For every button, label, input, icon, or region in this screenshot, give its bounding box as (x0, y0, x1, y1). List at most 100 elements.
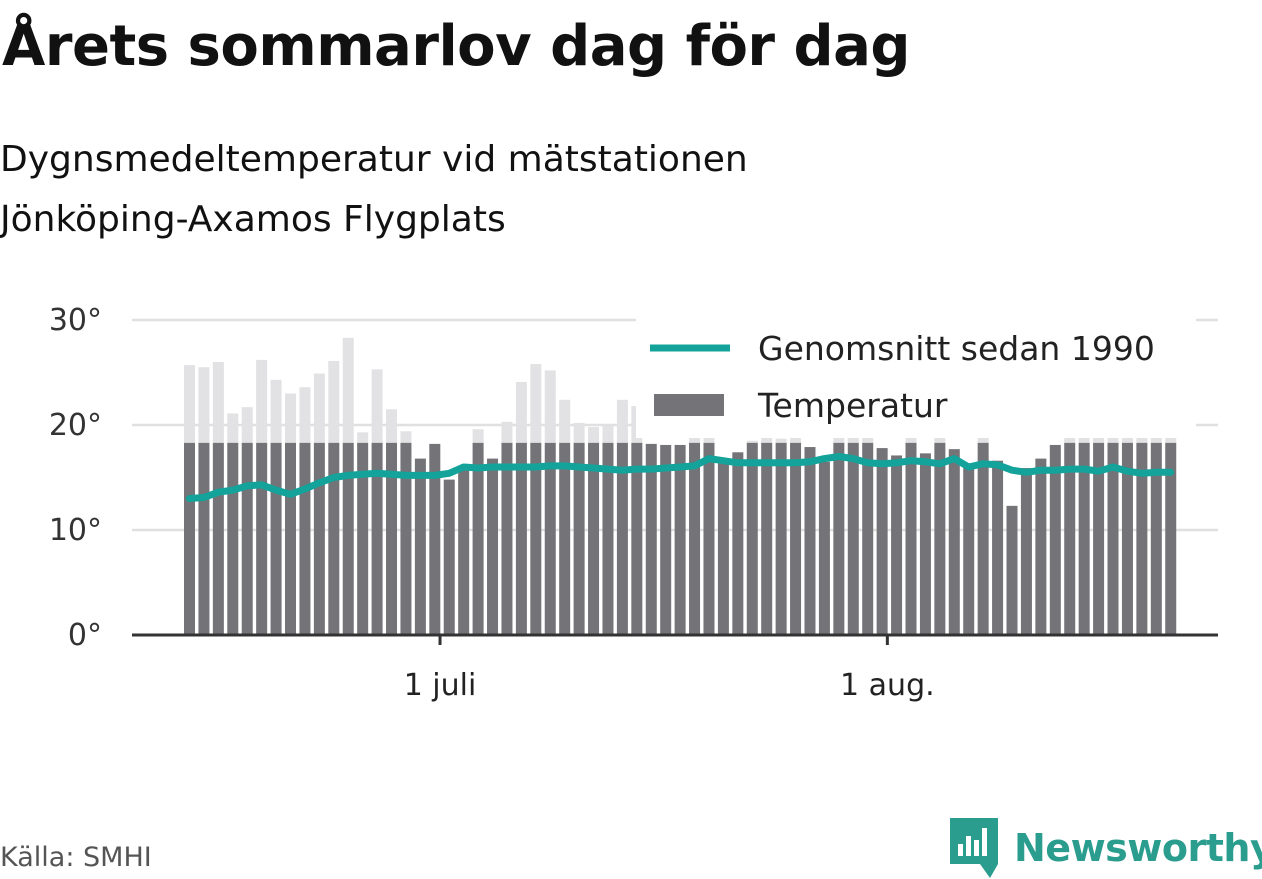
temperature-bar (761, 442, 773, 635)
temperature-bar-excess (616, 399, 628, 443)
temperature-bar-excess (256, 359, 268, 443)
temperature-bar (717, 459, 729, 635)
temperature-bar (212, 442, 224, 635)
temperature-bar-excess (227, 413, 239, 443)
temperature-bar (414, 458, 426, 635)
legend-average-label: Genomsnitt sedan 1990 (758, 329, 1155, 368)
temperature-bar-excess (285, 393, 297, 443)
temperature-bar (357, 442, 369, 635)
legend: Genomsnitt sedan 1990 Temperatur (636, 318, 1196, 438)
temperature-bar-excess (515, 381, 527, 443)
temperature-bar (227, 442, 239, 635)
temperature-bar (775, 442, 787, 635)
temperature-bar (732, 452, 744, 635)
temperature-bar-excess (501, 421, 513, 443)
temperature-bar (515, 442, 527, 635)
temperature-bar (256, 442, 268, 635)
temperature-bar (948, 449, 960, 635)
temperature-bar (847, 442, 859, 635)
chart-subtitle: Dygnsmedeltemperatur vid mätstationen Jö… (0, 130, 1100, 250)
temperature-bar (862, 442, 874, 635)
temperature-bar (285, 442, 297, 635)
temperature-bar-excess (357, 432, 369, 443)
temperature-bar (905, 442, 917, 635)
source-note: Källa: SMHI (0, 842, 152, 873)
temperature-bar-excess (472, 429, 484, 443)
temperature-chart: 0° 10° 20° 30° 1 juli 1 aug. Genomsnitt sedan… (49, 303, 1218, 703)
temperature-bar (429, 443, 441, 635)
temperature-bar (458, 465, 470, 635)
temperature-bar (746, 442, 758, 635)
y-tick-label: 0° (68, 618, 102, 653)
subtitle-line-1: Dygnsmedeltemperatur vid mätstationen (0, 139, 748, 180)
temperature-bar-excess (689, 437, 701, 443)
temperature-bar (992, 460, 1004, 635)
temperature-bar (241, 442, 253, 635)
temperature-bar (703, 442, 715, 635)
subtitle-line-2: Jönköping-Axamos Flygplats (0, 199, 506, 240)
temperature-bar (804, 447, 816, 635)
temperature-bar (963, 463, 975, 635)
temperature-bar (919, 453, 931, 635)
temperature-bar-excess (386, 409, 398, 443)
temperature-bar-excess (371, 369, 383, 443)
temperature-bar (1020, 468, 1032, 635)
temperature-bar (977, 442, 989, 635)
temperature-bar (645, 443, 657, 635)
temperature-bar-excess (212, 362, 224, 443)
temperature-bar (616, 442, 628, 635)
axis-layer: 0° 10° 20° 30° 1 juli 1 aug. (49, 303, 1218, 703)
legend-temperature-label: Temperatur (757, 386, 948, 425)
temperature-bar (1064, 442, 1076, 635)
temperature-bar-excess (198, 367, 210, 443)
temperature-bar (530, 442, 542, 635)
temperature-bar (198, 442, 210, 635)
temperature-bar (934, 442, 946, 635)
temperature-bar-excess (602, 426, 614, 443)
temperature-bar (631, 442, 643, 635)
temperature-bar (602, 442, 614, 635)
y-tick-label: 10° (49, 513, 102, 548)
temperature-bar (818, 461, 830, 635)
temperature-bar-excess (588, 427, 600, 443)
brand-name: Newsworthy (1014, 826, 1262, 870)
temperature-bar (313, 442, 325, 635)
temperature-bar-excess (544, 370, 556, 443)
temperature-bar (487, 458, 499, 635)
temperature-bar (1150, 442, 1162, 635)
temperature-bar (443, 479, 455, 635)
chart-title: Årets sommarlov dag för dag (2, 14, 910, 79)
temperature-bar (1136, 442, 1148, 635)
temperature-bar-excess (530, 364, 542, 443)
temperature-bar-excess (342, 337, 354, 443)
temperature-bar (472, 442, 484, 635)
temperature-bar (1093, 442, 1105, 635)
brand-logo: Newsworthy (950, 818, 1262, 878)
temperature-bar-excess (559, 399, 571, 443)
temperature-bar (689, 442, 701, 635)
temperature-bar (1121, 442, 1133, 635)
x-tick-label: 1 aug. (840, 668, 935, 703)
temperature-bar (270, 442, 282, 635)
temperature-bar (342, 442, 354, 635)
x-tick-label: 1 juli (404, 668, 477, 703)
temperature-bar (1006, 505, 1018, 635)
temperature-bar (790, 442, 802, 635)
temperature-bar (876, 448, 888, 635)
temperature-bar (371, 442, 383, 635)
newsworthy-logo-icon (950, 818, 998, 878)
temperature-bar (588, 442, 600, 635)
temperature-bar (299, 442, 311, 635)
temperature-bar (1078, 442, 1090, 635)
temperature-bar-excess (184, 365, 195, 443)
temperature-bar (386, 442, 398, 635)
temperature-bar (660, 444, 672, 635)
temperature-bar-excess (703, 435, 715, 443)
temperature-bar (544, 442, 556, 635)
temperature-bar-excess (270, 379, 282, 443)
temperature-bar-excess (400, 431, 412, 443)
temperature-bar-excess (573, 422, 585, 443)
temperature-bar (501, 442, 513, 635)
temperature-bar (573, 442, 585, 635)
temperature-bar (674, 444, 686, 635)
